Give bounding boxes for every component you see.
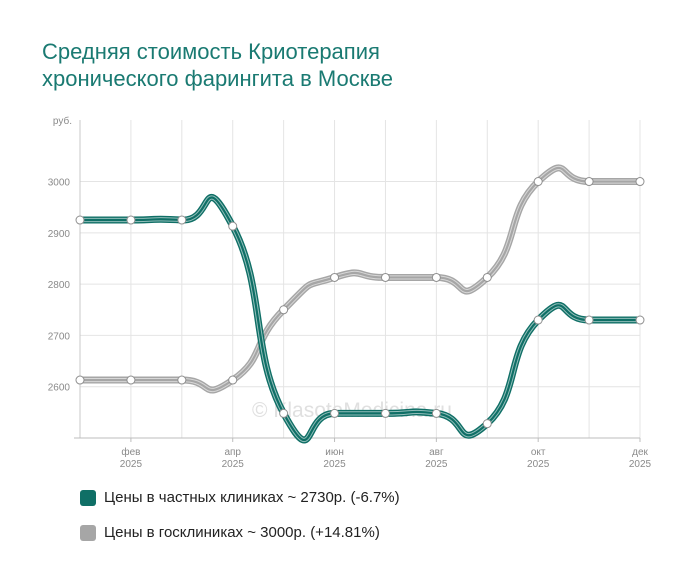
data-point-private[interactable] (584, 315, 594, 325)
x-tick-label-month: окт (531, 447, 546, 458)
chart-title-line-1: Средняя стоимость Криотерапия (42, 39, 380, 64)
x-tick-label-year: 2025 (425, 459, 448, 470)
y-tick-label: 2600 (48, 383, 71, 394)
data-point-private[interactable] (75, 215, 85, 225)
x-tick-label-month: апр (224, 447, 241, 458)
series-line-core-state (80, 166, 640, 392)
data-point-private[interactable] (228, 221, 238, 231)
series-line-state (76, 164, 644, 394)
data-point-private[interactable] (330, 408, 340, 418)
x-tick-label-year: 2025 (323, 459, 346, 470)
data-point-private[interactable] (177, 215, 187, 225)
legend-swatch-private (80, 490, 96, 506)
data-point-private[interactable] (482, 419, 492, 429)
data-point-state[interactable] (482, 272, 492, 282)
x-tick-label-month: июн (325, 447, 344, 458)
x-tick-label-year: 2025 (527, 459, 550, 470)
legend-swatch-state (80, 525, 96, 541)
data-point-state[interactable] (380, 272, 390, 282)
data-point-state[interactable] (279, 305, 289, 315)
data-point-state[interactable] (126, 375, 136, 385)
y-tick-label: 3000 (48, 178, 71, 189)
data-point-state[interactable] (533, 177, 543, 187)
x-tick-label-year: 2025 (120, 459, 143, 470)
y-tick-label: 2700 (48, 331, 71, 342)
data-point-private[interactable] (126, 215, 136, 225)
legend-label-state: Цены в госклиниках ~ 3000р. (+14.81%) (104, 524, 380, 541)
data-point-state[interactable] (330, 272, 340, 282)
x-tick-label-month: фев (121, 446, 140, 458)
x-tick-label-month: авг (429, 447, 444, 458)
x-tick-label-month: дек (632, 447, 648, 458)
x-tick-label-year: 2025 (629, 459, 652, 470)
data-point-private[interactable] (533, 315, 543, 325)
chart-title-line-2: хронического фарингита в Москве (42, 66, 394, 91)
data-point-private[interactable] (380, 408, 390, 418)
x-tick-label-year: 2025 (222, 459, 245, 470)
series-line-stripe-state (80, 165, 640, 393)
data-point-private[interactable] (431, 408, 441, 418)
data-point-state[interactable] (75, 375, 85, 385)
y-tick-label: 2800 (48, 280, 71, 291)
data-point-state[interactable] (635, 177, 645, 187)
data-point-state[interactable] (177, 375, 187, 385)
legend-label-private: Цены в частных клиниках ~ 2730р. (-6.7%) (104, 489, 400, 506)
data-point-state[interactable] (584, 177, 594, 187)
chart-title: Средняя стоимость Криотерапия хроническо… (42, 38, 662, 92)
y-axis-unit-label: руб. (53, 115, 72, 127)
data-point-private[interactable] (279, 408, 289, 418)
price-chart: руб.26002700280029003000фев2025апр2025ию… (48, 115, 652, 470)
data-point-state[interactable] (228, 375, 238, 385)
data-point-state[interactable] (431, 272, 441, 282)
y-tick-label: 2900 (48, 229, 71, 240)
data-point-private[interactable] (635, 315, 645, 325)
